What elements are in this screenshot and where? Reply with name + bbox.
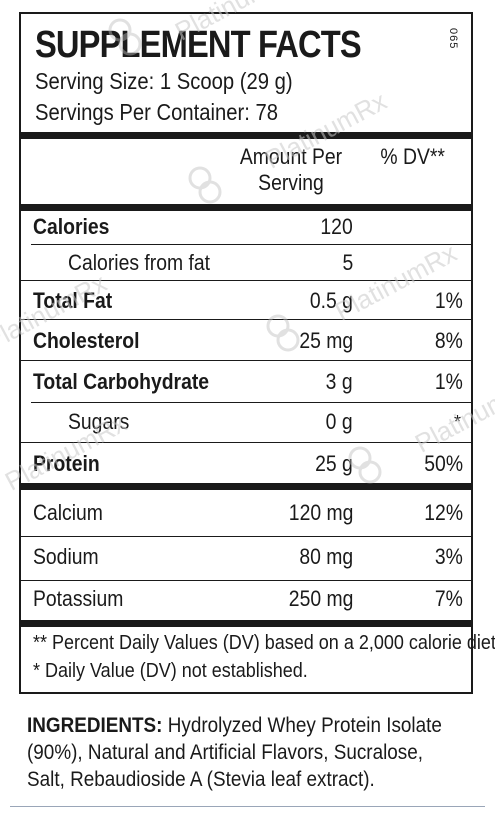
row-protein-name: Protein [33,451,100,476]
row-protein-amount: 25 g [315,451,353,476]
ingredients-statement: INGREDIENTS: Hydrolyzed Whey Protein Iso… [27,712,450,793]
row-calcium-name: Calcium [33,500,103,525]
row-cholesterol-name: Cholesterol [33,328,140,353]
servings-per-container: Servings Per Container: 78 [35,99,279,125]
footnote-dv-basis: ** Percent Daily Values (DV) based on a … [33,632,495,654]
amount-header: Amount Per Serving [239,144,343,195]
row-divider [21,442,471,443]
row-sodium-amount: 80 mg [299,544,353,569]
row-potassium-amount: 250 mg [288,586,353,611]
row-sugars-name: Sugars [68,409,130,434]
row-calcium-dv: 12% [424,500,463,525]
row-calories-amount: 120 [320,214,353,239]
panel-title: SUPPLEMENT FACTS [35,24,362,66]
ingredients-text: Hydrolyzed Whey Protein Isolate (90%), N… [27,714,442,791]
row-calories-from-fat-amount: 5 [342,250,353,275]
row-divider [21,280,471,281]
product-code: 065 [447,28,459,50]
row-cholesterol-dv: 8% [435,328,463,353]
supplement-facts-panel: SUPPLEMENT FACTS 065 Serving Size: 1 Sco… [19,12,495,694]
dv-header: % DV** [380,144,446,169]
row-total-fat-name: Total Fat [33,288,113,313]
row-total-fat-dv: 1% [435,288,463,313]
bottom-divider [10,806,485,807]
row-potassium-dv: 7% [435,586,463,611]
row-total-fat-amount: 0.5 g [309,288,353,313]
row-total-carbohydrate-name: Total Carbohydrate [33,369,210,394]
row-sodium-name: Sodium [33,544,99,569]
footnote-dv-not-established: * Daily Value (DV) not established. [33,660,308,682]
serving-size: Serving Size: 1 Scoop (29 g) [35,68,293,94]
row-total-carbohydrate-amount: 3 g [326,369,353,394]
thick-rule-top [21,132,471,139]
row-potassium-name: Potassium [33,586,124,611]
ingredients-label: INGREDIENTS: [27,714,163,737]
row-divider [21,580,471,581]
row-calories-from-fat-name: Calories from fat [68,250,211,275]
row-divider [31,402,471,403]
row-sodium-dv: 3% [435,544,463,569]
row-protein-dv: 50% [424,451,463,476]
row-sugars-amount: 0 g [326,409,353,434]
row-divider [31,244,471,245]
thick-rule-minerals [21,483,471,490]
thick-rule-footnotes [21,620,471,627]
row-calories-name: Calories [33,214,110,239]
row-divider [21,360,471,361]
row-divider [21,536,471,537]
row-calcium-amount: 120 mg [288,500,353,525]
row-cholesterol-amount: 25 mg [299,328,353,353]
row-sugars-dv: * [453,412,461,432]
thick-rule-header [21,204,471,211]
row-total-carbohydrate-dv: 1% [435,369,463,394]
row-divider [21,319,471,320]
